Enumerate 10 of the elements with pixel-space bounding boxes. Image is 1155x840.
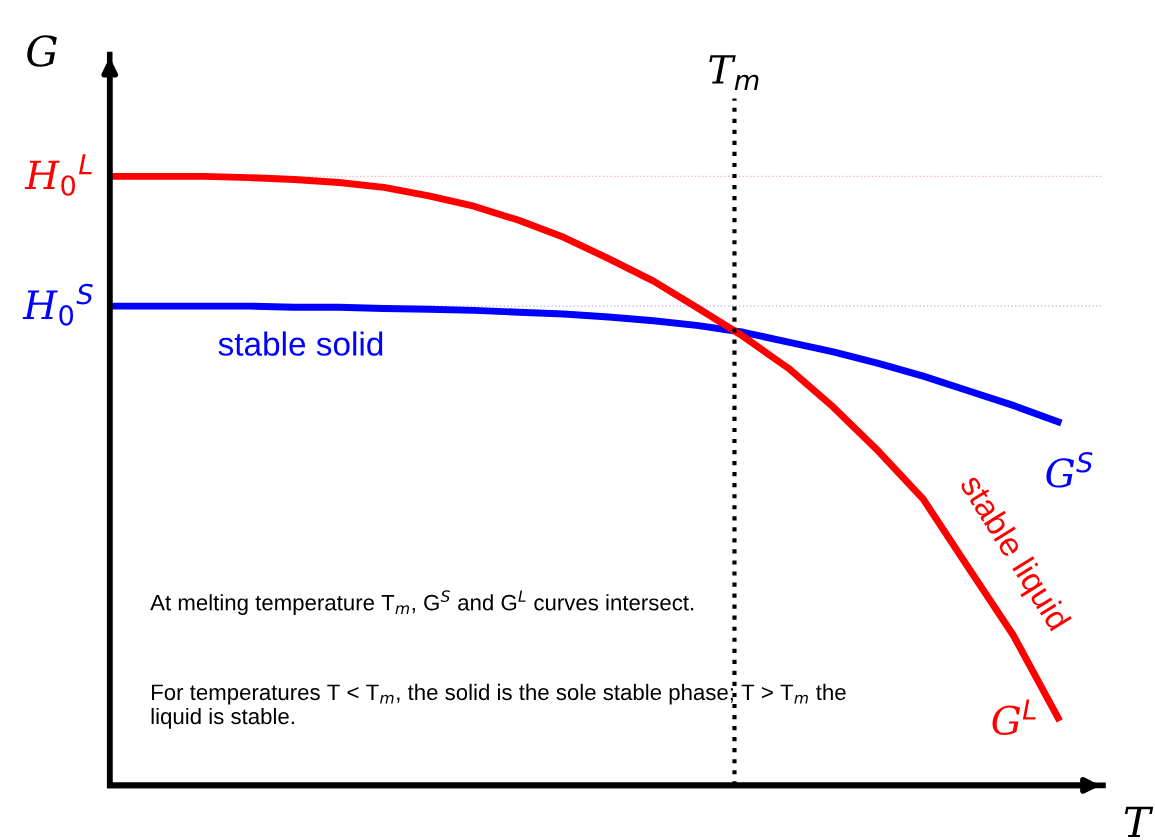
x-axis-title: T	[1124, 806, 1154, 838]
text: T$_{m}$	[709, 55, 759, 90]
ref-line-label: H$_{0}$$^{S}$	[22, 283, 93, 326]
series-label: G$^{L}$	[992, 699, 1036, 735]
series-label: G$^{S}$	[1046, 451, 1093, 488]
ref-line-label: H$_{0}$$^{L}$	[24, 154, 92, 196]
annotation: At melting temperature T$_{m}$, G$^{S}$ and G$^{L}$ curves intersect.	[150, 590, 694, 615]
y-axis-title: G	[27, 35, 57, 67]
text: For temperatures T < T$_{m}$, the solid is the sole stable phase; T > T$_{m}$ the liquid is stable.	[151, 683, 846, 729]
annotation: stable solid	[218, 331, 383, 356]
